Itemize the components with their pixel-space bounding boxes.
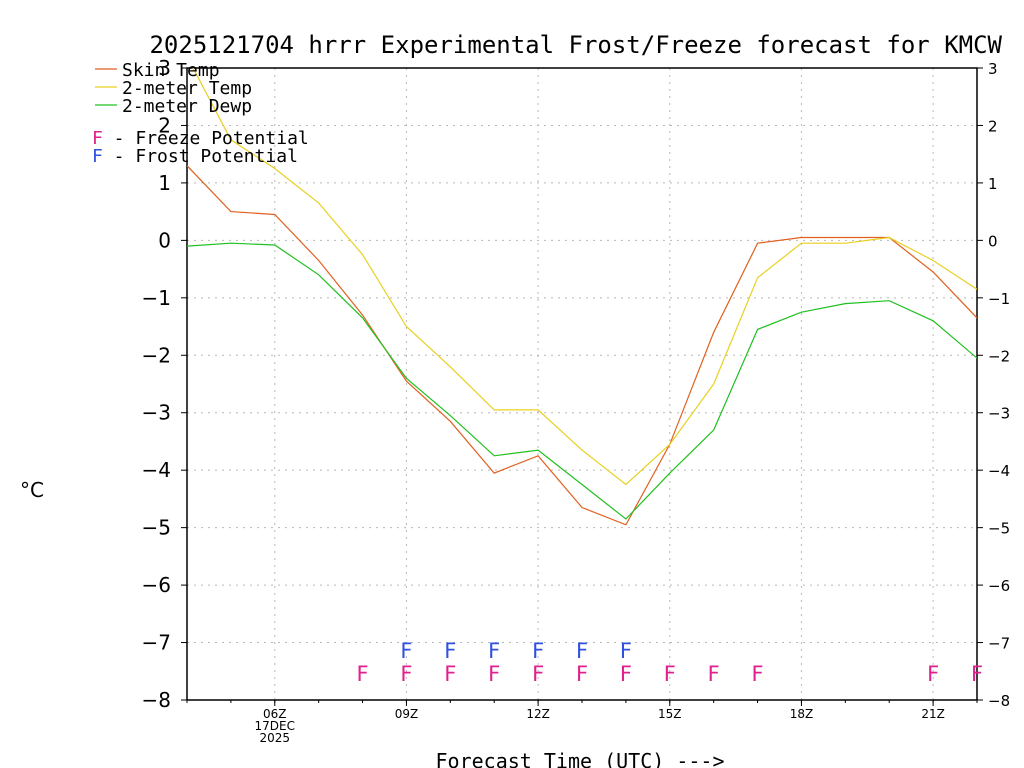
series-group <box>187 68 977 526</box>
freeze-flag: F <box>532 662 544 686</box>
series-line-2-meter-dewp <box>187 242 977 520</box>
legend-flag-text: - Frost Potential <box>103 146 298 167</box>
freeze-flag: F <box>576 662 588 686</box>
y-tick-label-right: −7 <box>988 635 1010 653</box>
x-tick-sublabel: 17DEC <box>255 719 295 733</box>
series-line-skin-temp <box>187 165 977 526</box>
y-tick-label-left: −7 <box>142 631 171 655</box>
x-tick-label: 15Z <box>658 707 682 721</box>
freeze-flag: F <box>664 662 676 686</box>
y-tick-label-right: −6 <box>988 577 1010 595</box>
legend-entry-label: 2-meter Dewp <box>122 96 252 117</box>
legend-freeze-potential: F - Freeze Potential <box>92 128 309 149</box>
axis-ticks: 3 3 2 2 1 1 0 0 −1 −1 −2 −2 −3 −3 −4 −4 −5 −5 −6 −6 −7 −7 −8 −8… <box>142 56 1011 745</box>
frost-flag: F <box>532 639 544 663</box>
y-tick-label-right: −8 <box>988 692 1010 710</box>
series-lines <box>187 68 977 526</box>
y-tick-label-left: 3 <box>158 56 171 80</box>
legend-flag-letter: F <box>92 128 103 149</box>
frost-flag: F <box>488 639 500 663</box>
frost-flag: F <box>444 639 456 663</box>
freeze-flag: F <box>444 662 456 686</box>
y-tick-label-left: −3 <box>142 401 171 425</box>
frost-flag: F <box>620 639 632 663</box>
y-tick-label-left: 0 <box>158 228 171 252</box>
y-tick-label-left: −6 <box>142 573 171 597</box>
y-tick-label-right: 3 <box>988 60 998 78</box>
y-tick-label-right: −2 <box>988 347 1010 365</box>
y-axis-label: °C <box>20 478 44 502</box>
y-tick-label-left: 2 <box>158 113 171 137</box>
x-tick-label: 12Z <box>526 707 550 721</box>
y-tick-label-left: −8 <box>142 688 171 712</box>
y-tick-label-right: −1 <box>988 290 1010 308</box>
y-tick-label-left: −2 <box>142 343 171 367</box>
y-tick-label-left: −5 <box>142 516 171 540</box>
freeze-flag: F <box>620 662 632 686</box>
x-tick-label: 09Z <box>395 707 419 721</box>
series-line-2-meter-temp <box>192 68 977 486</box>
legend-entry-label: Skin Temp <box>122 60 220 81</box>
freeze-flag: F <box>357 662 369 686</box>
freeze-flag: F <box>752 662 764 686</box>
x-tick-label: 06Z <box>263 707 287 721</box>
legend-flag-letter: F <box>92 146 103 167</box>
legend-frost-potential: F - Frost Potential <box>92 146 298 167</box>
freeze-flag: F <box>708 662 720 686</box>
legend-entry-label: 2-meter Temp <box>122 78 252 99</box>
freeze-flag: F <box>971 662 983 686</box>
y-tick-label-right: 0 <box>988 232 998 250</box>
freeze-flag: F <box>400 662 412 686</box>
chart-title: 2025121704 hrrr Experimental Frost/Freez… <box>149 31 1002 59</box>
potential-flags: F F F F F FF F F F F F F F F F F F <box>357 639 984 686</box>
y-tick-label-left: −4 <box>142 458 171 482</box>
frost-flag: F <box>576 639 588 663</box>
freeze-flag: F <box>488 662 500 686</box>
grid-lines <box>187 68 977 700</box>
x-tick-label: 18Z <box>790 707 814 721</box>
x-axis-label: Forecast Time (UTC) ---> <box>436 749 725 768</box>
y-tick-label-right: −3 <box>988 405 1010 423</box>
frost-flag: F <box>400 639 412 663</box>
y-tick-label-right: −4 <box>988 462 1010 480</box>
plot-frame <box>186 67 978 701</box>
y-tick-label-left: −1 <box>142 286 171 310</box>
x-tick-sublabel: 2025 <box>260 731 291 745</box>
y-tick-label-right: −5 <box>988 520 1010 538</box>
legend-flag-text: - Freeze Potential <box>103 128 309 149</box>
y-tick-label-right: 1 <box>988 175 998 193</box>
y-tick-label-left: 1 <box>158 171 171 195</box>
freeze-flag: F <box>927 662 939 686</box>
x-tick-label: 21Z <box>921 707 945 721</box>
y-tick-label-right: 2 <box>988 117 998 135</box>
